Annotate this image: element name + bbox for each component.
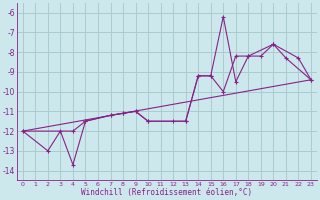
X-axis label: Windchill (Refroidissement éolien,°C): Windchill (Refroidissement éolien,°C) (81, 188, 252, 197)
